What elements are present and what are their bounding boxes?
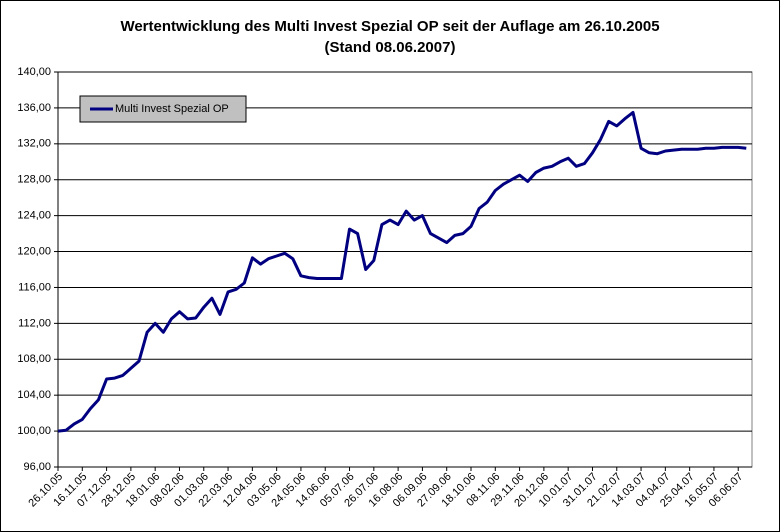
y-tick-label: 140,00 <box>17 66 51 78</box>
y-tick-label: 124,00 <box>17 210 51 222</box>
y-tick-label: 128,00 <box>17 174 51 186</box>
y-tick-label: 108,00 <box>17 353 51 365</box>
y-tick-label: 116,00 <box>18 281 51 293</box>
y-tick-label: 112,00 <box>18 317 51 329</box>
y-tick-label: 104,00 <box>17 389 51 401</box>
chart-title: Wertentwicklung des Multi Invest Spezial… <box>120 18 659 35</box>
legend-label: Multi Invest Spezial OP <box>115 103 229 115</box>
chart-subtitle: (Stand 08.06.2007) <box>325 39 456 56</box>
plot-area <box>57 71 753 468</box>
line-series <box>57 110 747 433</box>
y-tick-label: 100,00 <box>17 425 51 437</box>
y-tick-label: 136,00 <box>17 102 51 114</box>
y-tick-label: 132,00 <box>17 138 51 150</box>
y-tick-label: 96,00 <box>23 461 51 473</box>
y-tick-label: 120,00 <box>17 245 51 257</box>
